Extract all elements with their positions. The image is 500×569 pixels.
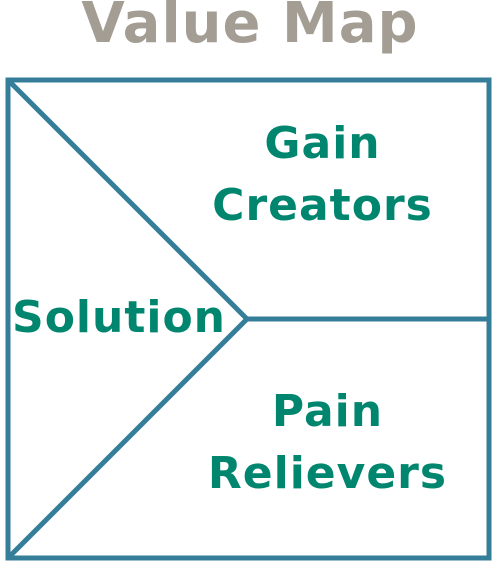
pain-relievers-line-1: Pain [271,386,384,437]
gain-creators-line-1: Gain [264,118,381,169]
pain-relievers-line-2: Relievers [207,448,448,499]
pain-relievers-label: Pain Relievers [200,381,455,505]
diagram-title: Value Map [81,0,419,56]
upper-diagonal [6,78,249,321]
gain-creators-label: Gain Creators [200,113,445,237]
lower-diagonal [6,317,249,560]
solution-label: Solution [12,292,226,343]
gain-creators-line-2: Creators [212,180,433,231]
